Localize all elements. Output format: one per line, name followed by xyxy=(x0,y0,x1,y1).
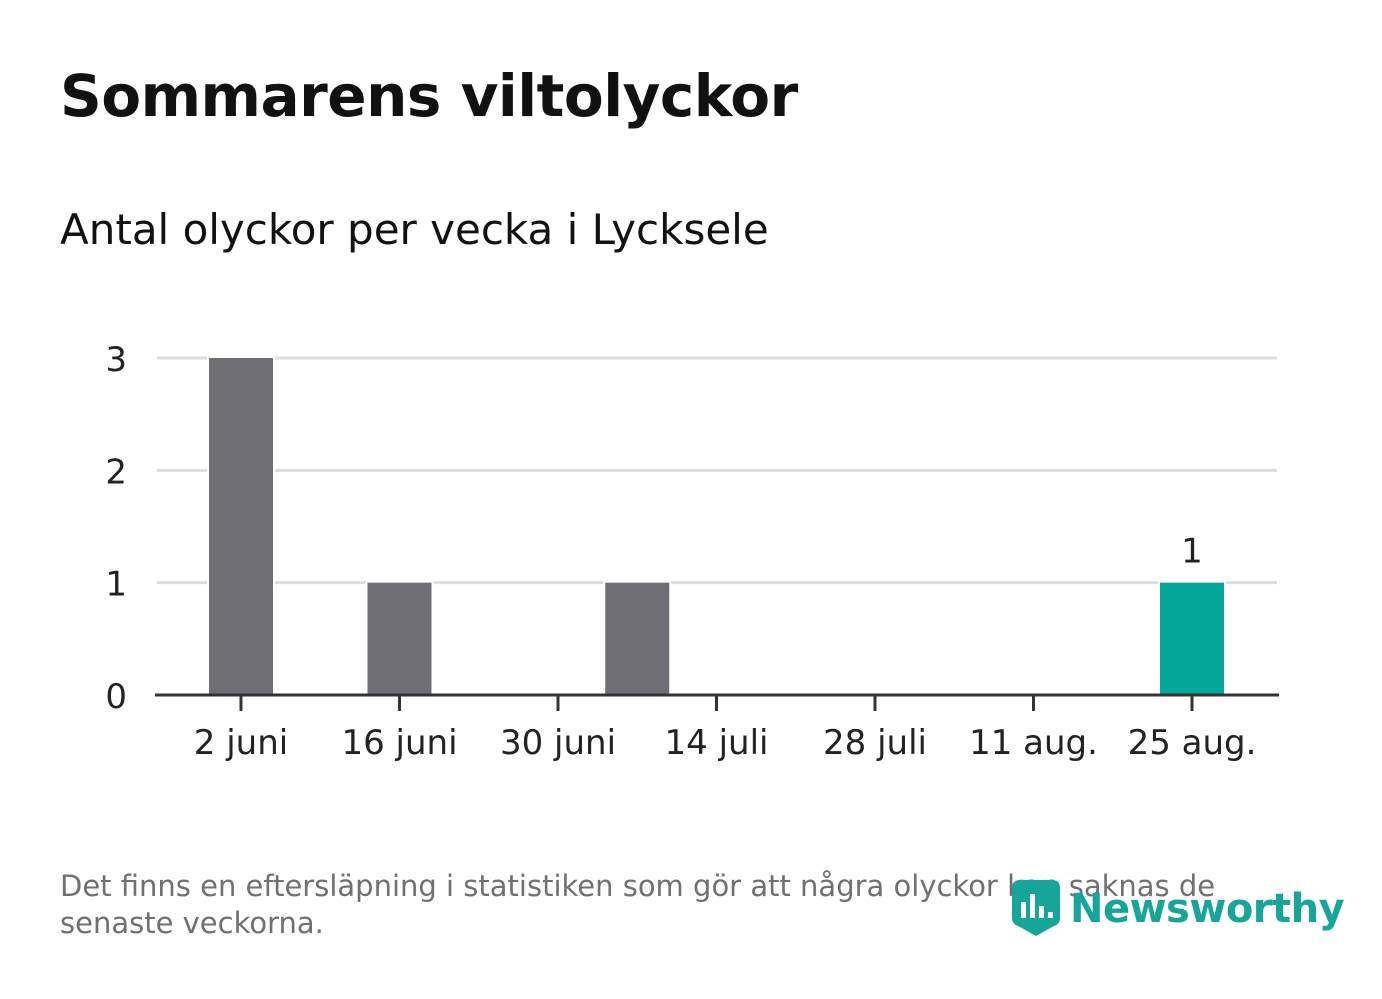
logo-text: Newsworthy xyxy=(1070,886,1345,932)
x-tick-label-1: 16 juni xyxy=(341,723,457,763)
chart-title: Sommarens viltolyckor xyxy=(60,62,798,130)
x-tick-label-5: 11 aug. xyxy=(969,723,1098,763)
data-label-12: 1 xyxy=(1181,532,1203,572)
y-tick-label-0: 0 xyxy=(105,677,127,717)
bar-16-juni xyxy=(365,580,434,698)
x-tick-label-3: 14 juli xyxy=(665,723,769,763)
x-tick-label-4: 28 juli xyxy=(823,723,927,763)
x-tick-label-6: 25 aug. xyxy=(1128,723,1257,763)
y-tick-label-2: 2 xyxy=(105,452,127,492)
newsworthy-chart-bubble-icon xyxy=(1012,880,1060,936)
y-tick-label-3: 3 xyxy=(105,340,127,380)
x-tick-label-2: 30 juni xyxy=(500,723,616,763)
x-tick-label-0: 2 juni xyxy=(194,723,288,763)
y-tick-label-1: 1 xyxy=(105,565,127,605)
newsworthy-logo: Newsworthy xyxy=(1010,878,1345,940)
bar-7-juli xyxy=(603,580,672,698)
bar-25-aug- xyxy=(1158,580,1226,698)
bar-2-juni xyxy=(207,356,275,697)
chart-subtitle: Antal olyckor per vecka i Lycksele xyxy=(60,205,769,254)
